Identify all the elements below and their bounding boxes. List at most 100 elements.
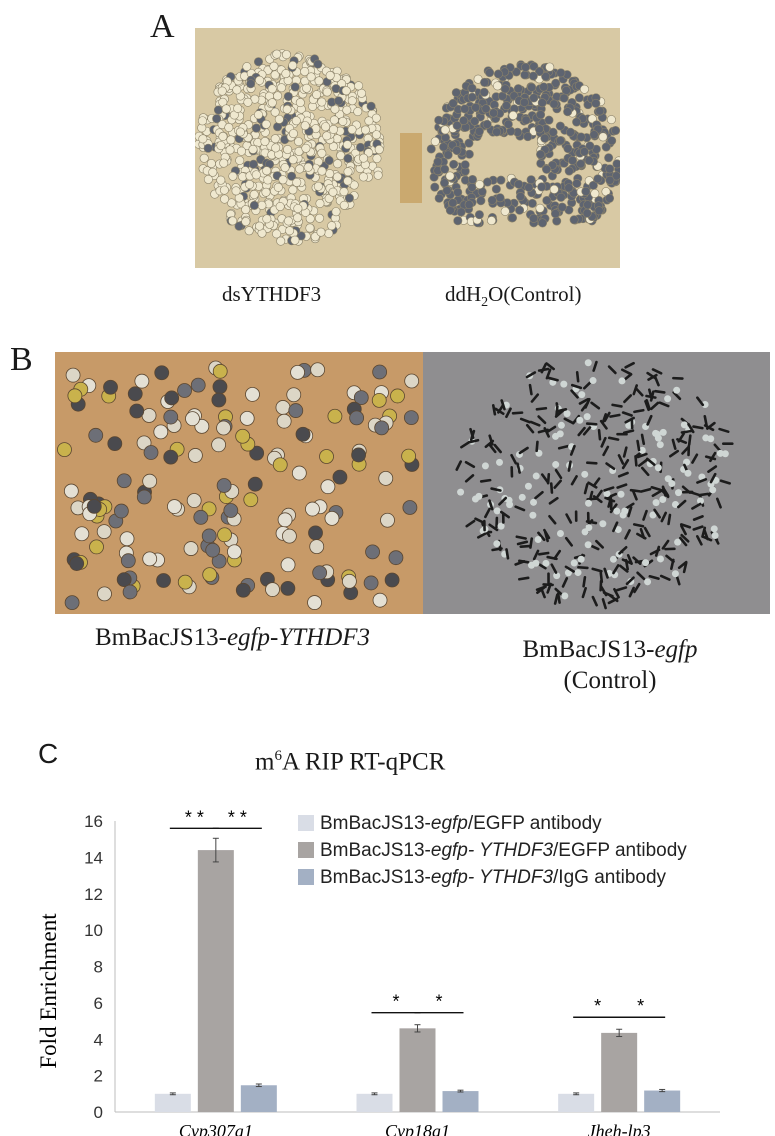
- bar: [356, 1093, 393, 1112]
- egg: [290, 364, 305, 380]
- egg: [357, 88, 367, 98]
- egg: [142, 551, 158, 567]
- egg: [374, 145, 384, 155]
- egg: [249, 445, 265, 461]
- significance-label: *: [637, 996, 644, 1016]
- larva: [484, 507, 491, 519]
- egg: [262, 214, 272, 224]
- egg: [186, 493, 202, 508]
- hatched-egg: [581, 470, 589, 478]
- larva: [553, 479, 562, 489]
- egg: [343, 167, 353, 177]
- larva: [601, 413, 608, 425]
- panel-b-label-left-italic1: egfp: [226, 624, 270, 651]
- egg: [565, 127, 575, 137]
- egg: [508, 213, 518, 223]
- egg: [470, 116, 480, 126]
- hatched-egg: [530, 498, 538, 506]
- larva: [494, 407, 505, 416]
- egg: [271, 143, 281, 153]
- egg: [282, 104, 292, 114]
- bar: [601, 1032, 638, 1112]
- hatched-egg: [609, 555, 617, 563]
- larva: [654, 389, 666, 394]
- egg: [540, 133, 550, 143]
- hatched-egg: [574, 569, 582, 577]
- egg: [156, 573, 171, 588]
- egg: [519, 97, 529, 107]
- egg: [270, 134, 280, 144]
- egg: [384, 572, 400, 588]
- larva: [692, 425, 704, 430]
- egg: [324, 156, 334, 166]
- egg: [327, 221, 337, 231]
- hatched-egg: [570, 559, 578, 567]
- egg: [449, 159, 459, 169]
- larva: [631, 489, 638, 501]
- egg: [475, 180, 485, 190]
- larva: [535, 440, 539, 453]
- egg: [246, 79, 256, 89]
- egg: [270, 70, 280, 80]
- larva: [488, 523, 499, 532]
- hatched-egg: [497, 522, 505, 530]
- egg: [319, 449, 334, 464]
- larva: [540, 473, 549, 484]
- egg: [88, 427, 104, 443]
- egg: [433, 157, 443, 167]
- larva: [621, 411, 633, 417]
- hatched-egg: [649, 511, 657, 519]
- egg: [351, 447, 366, 463]
- egg: [277, 83, 287, 93]
- egg: [183, 541, 199, 556]
- larva: [613, 587, 620, 599]
- egg: [483, 177, 493, 187]
- significance-label: *: [392, 992, 399, 1012]
- larva: [672, 391, 682, 401]
- egg: [576, 159, 586, 169]
- larva: [592, 360, 598, 372]
- larva: [719, 479, 731, 485]
- egg: [332, 469, 348, 485]
- egg: [521, 115, 531, 125]
- egg: [212, 114, 222, 124]
- larva: [643, 526, 651, 538]
- larva: [640, 433, 646, 446]
- egg: [434, 115, 444, 125]
- panel-b-label-right-line1: BmBacJS13-egfp: [485, 634, 735, 665]
- larva: [577, 565, 589, 570]
- y-tick-label: 6: [94, 994, 103, 1013]
- egg: [129, 403, 145, 419]
- egg: [248, 159, 258, 169]
- larva: [587, 481, 598, 489]
- larva: [646, 414, 653, 426]
- bar: [558, 1093, 595, 1112]
- panel-b-label-right-italic: egfp: [654, 636, 698, 663]
- egg: [380, 512, 395, 528]
- larva: [561, 576, 569, 588]
- larva: [696, 396, 705, 407]
- egg: [467, 83, 477, 93]
- hatched-egg: [493, 507, 501, 515]
- egg: [550, 209, 560, 219]
- larva: [622, 446, 628, 458]
- egg: [605, 164, 615, 174]
- larva: [537, 531, 546, 542]
- egg: [339, 187, 349, 197]
- y-tick-label: 14: [84, 848, 103, 867]
- egg: [501, 101, 511, 111]
- hatched-egg: [642, 559, 650, 567]
- larva: [650, 486, 662, 492]
- larva: [464, 474, 475, 483]
- larva: [590, 401, 601, 410]
- egg: [220, 194, 230, 204]
- panel-a-letter: A: [150, 8, 175, 45]
- egg: [216, 175, 226, 185]
- hatched-egg: [664, 395, 672, 403]
- hatched-egg: [481, 462, 489, 470]
- larva: [603, 486, 615, 492]
- egg: [278, 175, 288, 185]
- larva: [545, 368, 552, 380]
- egg: [529, 213, 539, 223]
- egg: [324, 228, 334, 238]
